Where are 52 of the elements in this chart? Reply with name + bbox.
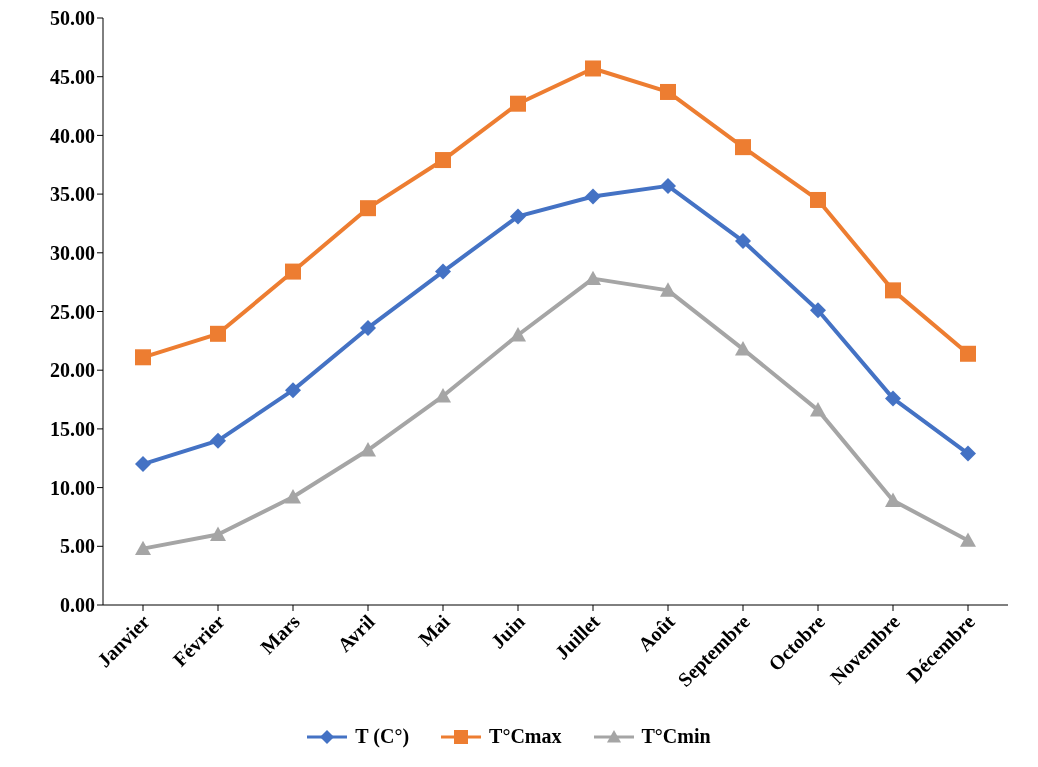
point — [210, 325, 226, 342]
point — [360, 319, 376, 336]
y-tick-label: 30.00 — [50, 241, 95, 264]
y-tick-label: 5.00 — [60, 535, 95, 558]
point — [585, 188, 601, 205]
point — [210, 432, 226, 449]
point — [360, 200, 376, 217]
point — [285, 488, 301, 504]
legend-label: T (C°) — [355, 725, 410, 748]
point — [735, 233, 751, 250]
point — [810, 191, 826, 208]
legend-label: T°Cmax — [489, 725, 562, 748]
point — [660, 83, 676, 100]
point — [285, 263, 301, 280]
y-tick-label: 35.00 — [50, 183, 95, 206]
y-tick-label: 10.00 — [50, 476, 95, 499]
point — [135, 349, 151, 366]
x-tick-label: Mai — [413, 609, 455, 651]
point — [735, 139, 751, 156]
y-tick-label: 15.00 — [50, 418, 95, 440]
point — [885, 282, 901, 299]
point — [210, 526, 226, 541]
point — [435, 152, 451, 169]
point — [960, 532, 976, 547]
point — [510, 326, 526, 342]
point — [810, 402, 826, 417]
point — [660, 282, 676, 297]
point — [360, 442, 376, 457]
x-tick-label: Juin — [486, 610, 529, 653]
point — [135, 456, 151, 473]
point — [960, 345, 976, 362]
point — [510, 95, 526, 112]
y-tick-label: 0.00 — [60, 594, 95, 617]
point — [285, 382, 301, 399]
point — [585, 270, 601, 286]
point — [435, 263, 451, 280]
y-tick-label: 50.00 — [50, 7, 95, 30]
point — [585, 60, 601, 77]
point — [435, 388, 451, 403]
point — [735, 341, 751, 356]
point — [885, 492, 901, 507]
point — [510, 208, 526, 225]
y-tick-label: 40.00 — [50, 124, 95, 147]
legend-label: T°Cmin — [641, 725, 711, 748]
point — [885, 390, 901, 407]
point — [810, 302, 826, 319]
point — [135, 540, 151, 556]
y-tick-label: 45.00 — [50, 65, 95, 88]
y-tick-label: 20.00 — [50, 359, 95, 382]
point — [660, 177, 676, 194]
point — [960, 445, 976, 462]
y-tick-label: 25.00 — [50, 300, 95, 323]
